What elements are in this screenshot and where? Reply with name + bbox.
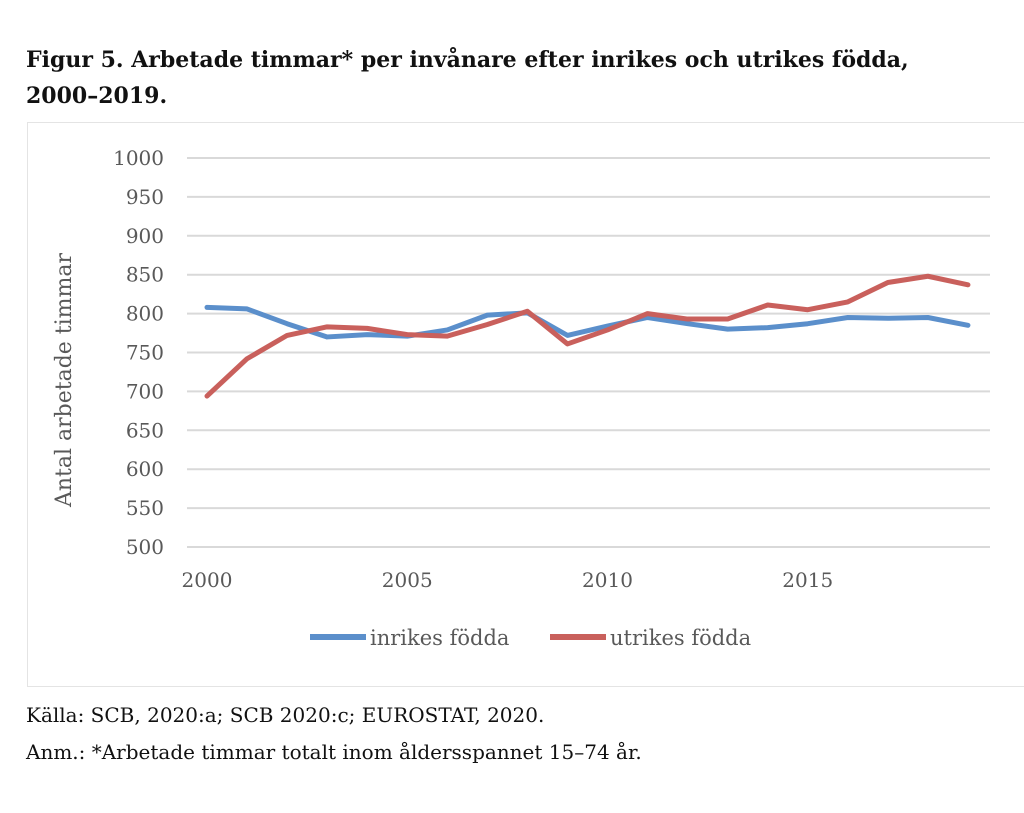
y-tick-label: 900 bbox=[126, 224, 164, 248]
y-tick-label: 1000 bbox=[113, 146, 164, 170]
y-tick-label: 800 bbox=[126, 302, 164, 326]
source-note: Källa: SCB, 2020:a; SCB 2020:c; EUROSTAT… bbox=[26, 703, 545, 727]
y-tick-label: 700 bbox=[126, 379, 164, 403]
y-axis-label: Antal arbetade timmar bbox=[52, 252, 77, 508]
y-tick-label: 750 bbox=[126, 341, 164, 365]
series-line-utrikes bbox=[204, 273, 971, 399]
figure-title: Figur 5. Arbetade timmar* per invånare e… bbox=[26, 47, 909, 109]
y-tick-label: 550 bbox=[126, 496, 164, 520]
x-tick-label: 2015 bbox=[782, 568, 833, 592]
legend-label: inrikes födda bbox=[370, 626, 509, 650]
annotation-note: Anm.: *Arbetade timmar totalt inom ålder… bbox=[26, 740, 642, 764]
legend-label: utrikes födda bbox=[610, 626, 751, 650]
x-tick-label: 2005 bbox=[382, 568, 433, 592]
x-tick-label: 2000 bbox=[182, 568, 233, 592]
y-tick-label: 950 bbox=[126, 185, 164, 209]
y-tick-label: 500 bbox=[126, 535, 164, 559]
y-tick-label: 600 bbox=[126, 457, 164, 481]
series-line-inrikes bbox=[204, 304, 971, 340]
y-tick-label: 650 bbox=[126, 418, 164, 442]
x-tick-label: 2010 bbox=[582, 568, 633, 592]
line-chart: 500 550 600 650 700 750 800 850 900 950 1000 2000 20… bbox=[52, 146, 990, 650]
y-tick-label: 850 bbox=[126, 263, 164, 287]
chart-frame bbox=[27, 122, 1024, 687]
